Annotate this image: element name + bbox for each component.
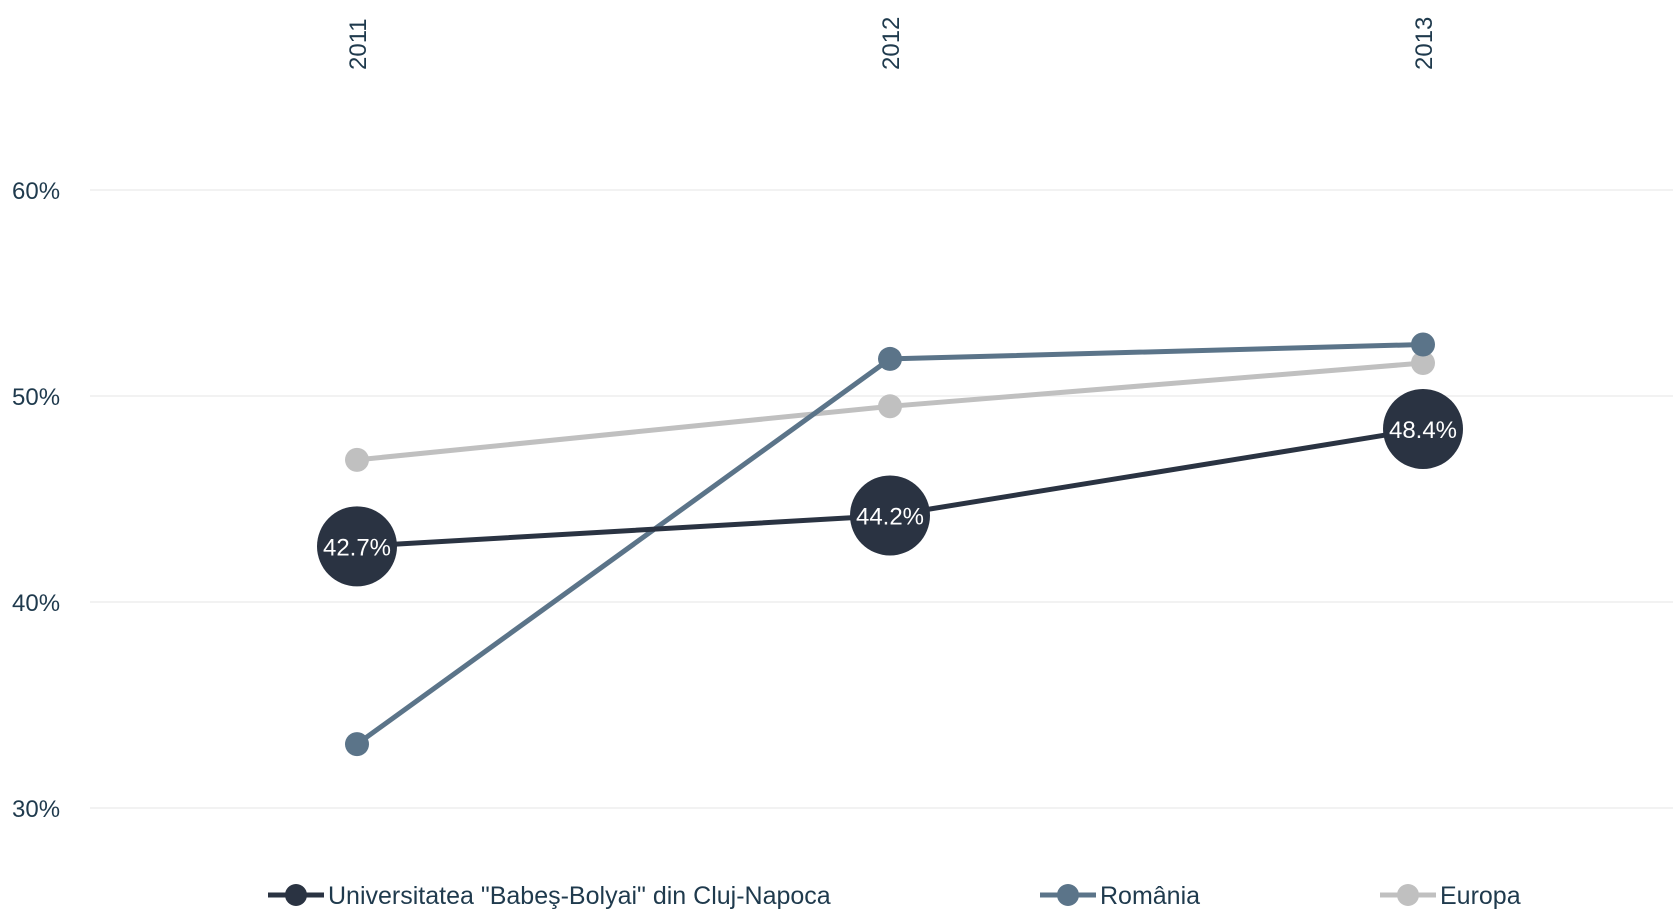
data-point [1411, 332, 1435, 357]
series-0: 42.7% 44.2% 48.4% [317, 388, 1463, 587]
gridlines [90, 189, 1673, 809]
legend-marker [285, 884, 307, 906]
data-point [345, 447, 369, 472]
y-axis-ticks: 30% 40% 50% 60% [12, 178, 60, 823]
x-tick-label: 2013 [1411, 17, 1438, 70]
data-label: 42.7% [323, 534, 391, 561]
series-1 [345, 332, 1435, 757]
data-point [878, 394, 902, 419]
x-axis-ticks: 2011 2012 2013 [345, 17, 1438, 70]
x-tick-label: 2011 [345, 18, 372, 70]
legend-label: România [1100, 882, 1200, 910]
y-tick-label: 50% [12, 384, 60, 411]
legend-item: România [1040, 882, 1200, 910]
y-tick-label: 60% [12, 178, 60, 205]
legend-label: Europa [1440, 882, 1521, 910]
data-point [345, 732, 369, 757]
legend-marker [1057, 884, 1079, 906]
series-2 [345, 351, 1435, 472]
data-point [850, 475, 930, 556]
series-lines: 42.7% 44.2% 48.4% [317, 332, 1463, 757]
x-tick-label: 2012 [878, 17, 905, 70]
data-label: 44.2% [856, 503, 924, 530]
data-point [878, 346, 902, 371]
legend-label: Universitatea "Babeş-Bolyai" din Cluj-Na… [328, 882, 831, 910]
data-point [1411, 351, 1435, 376]
y-tick-label: 30% [12, 796, 60, 823]
legend-item: Universitatea "Babeş-Bolyai" din Cluj-Na… [268, 882, 831, 910]
data-point [1383, 388, 1463, 469]
y-tick-label: 40% [12, 590, 60, 617]
legend-marker [1397, 884, 1419, 906]
legend: Universitatea "Babeş-Bolyai" din Cluj-Na… [268, 882, 1521, 910]
legend-item: Europa [1380, 882, 1521, 910]
data-label: 48.4% [1389, 417, 1457, 444]
data-point [317, 506, 397, 587]
